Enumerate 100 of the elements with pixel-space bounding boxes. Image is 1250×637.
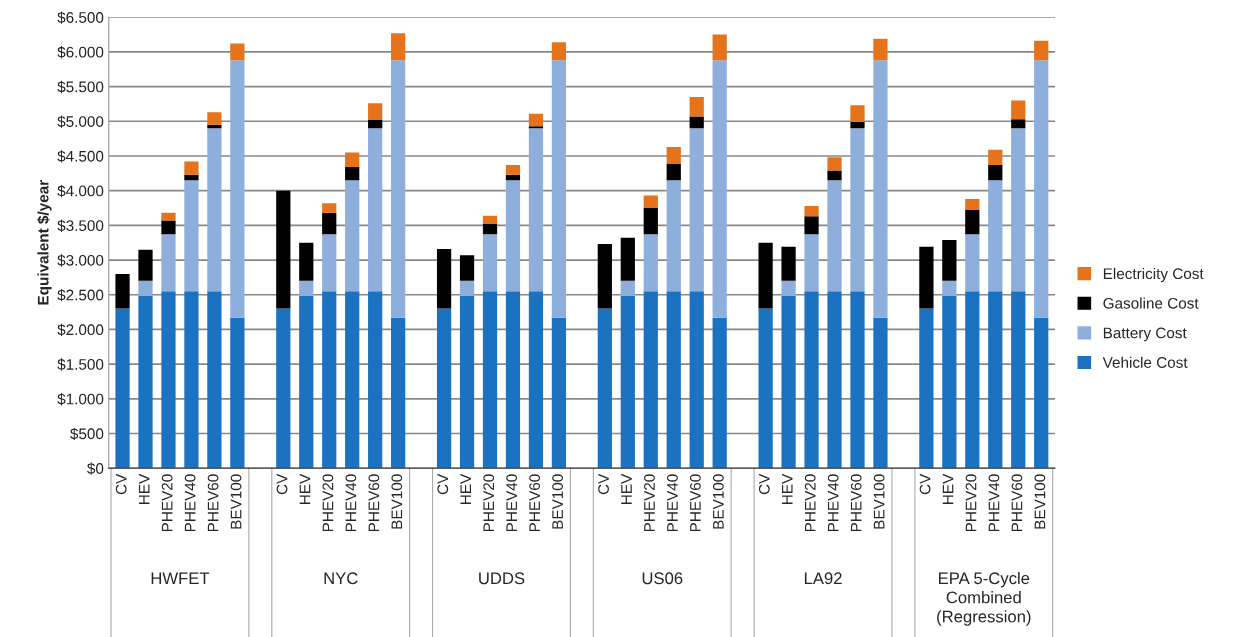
bar	[528, 128, 544, 292]
bar	[666, 163, 681, 181]
x-tick-label: CV	[758, 473, 770, 495]
x-tick-label: HEV	[299, 473, 311, 504]
x-tick-label: BEV100	[873, 474, 885, 529]
bar	[850, 105, 865, 122]
x-tick-label: CV	[115, 473, 127, 495]
bar	[138, 296, 153, 469]
bar	[368, 119, 383, 129]
y-tick-label: $0	[87, 462, 104, 475]
y-tick-label: $3.500	[57, 219, 104, 232]
bar	[643, 234, 658, 292]
bar	[643, 195, 658, 208]
x-tick-label: PHEV20	[322, 474, 334, 532]
bar	[345, 180, 360, 292]
bar	[207, 124, 222, 129]
y-tick-label: $3.000	[57, 254, 104, 267]
bar	[689, 96, 704, 117]
x-tick-label: PHEV40	[184, 474, 196, 532]
bar	[138, 280, 153, 297]
bar	[1034, 40, 1049, 61]
bar	[207, 291, 222, 469]
x-tick-label: PHEV60	[368, 474, 380, 532]
x-tick-label: PHEV20	[644, 474, 655, 532]
bar	[276, 308, 291, 469]
bar	[161, 234, 176, 292]
x-tick-label: PHEV20	[804, 474, 816, 532]
bar	[712, 60, 727, 318]
bar	[689, 291, 704, 469]
x-tick-label: PHEV40	[827, 474, 839, 532]
bar	[988, 291, 1003, 469]
x-tick-label: PHEV60	[529, 474, 541, 532]
bar	[919, 308, 934, 469]
bar	[1011, 100, 1026, 120]
bar	[666, 146, 681, 164]
x-tick-label: PHEV60	[850, 474, 862, 532]
bar	[322, 203, 337, 213]
bar	[643, 208, 658, 235]
y-tick-label: $500	[70, 427, 104, 441]
x-tick-label: CV	[276, 473, 288, 495]
bar	[827, 157, 842, 171]
bar	[643, 291, 658, 469]
x-tick-label: PHEV60	[689, 474, 701, 532]
bar	[919, 246, 934, 309]
legend-label: Battery Cost	[1103, 327, 1187, 342]
legend-label: Electricity Cost	[1103, 267, 1204, 283]
bar	[528, 113, 544, 127]
bar	[184, 161, 199, 175]
bar	[368, 128, 383, 292]
bar	[184, 180, 199, 292]
bar	[230, 43, 245, 61]
y-tick-label: $5.500	[57, 80, 104, 94]
bar	[1011, 128, 1026, 292]
x-tick-label: PHEV60	[1011, 474, 1023, 532]
bar	[161, 220, 176, 235]
bar	[345, 152, 360, 168]
x-tick-label: HEV	[621, 473, 632, 504]
text: UDDS	[479, 572, 525, 585]
bar	[965, 234, 980, 292]
bar	[115, 273, 130, 309]
bar	[850, 128, 865, 292]
text: HWFET	[151, 572, 210, 584]
bar	[781, 280, 796, 297]
x-tick-label: HEV	[138, 473, 150, 504]
bar	[781, 246, 796, 281]
bar	[391, 317, 406, 469]
y-tick-label: $2.000	[57, 323, 104, 337]
bar	[482, 234, 498, 292]
bar	[368, 291, 383, 469]
bar	[850, 121, 865, 129]
x-tick-label: HEV	[460, 473, 471, 504]
bar	[942, 280, 957, 297]
bar	[758, 242, 773, 309]
x-tick-label: PHEV40	[345, 474, 357, 532]
bar	[804, 291, 819, 469]
bar	[689, 116, 704, 129]
x-tick-label: BEV100	[552, 474, 564, 529]
bar	[712, 317, 727, 469]
bar	[528, 126, 544, 129]
bar	[391, 33, 406, 61]
bar	[827, 170, 842, 181]
bar	[482, 291, 498, 469]
bar	[505, 291, 521, 469]
bar	[942, 296, 957, 469]
x-tick-label: PHEV20	[161, 474, 173, 532]
x-tick-label: CV	[598, 473, 609, 495]
text: LA92	[804, 572, 842, 585]
bar	[322, 212, 337, 235]
bar	[965, 210, 980, 235]
bar	[138, 249, 153, 281]
bar	[850, 291, 865, 469]
bar	[1034, 60, 1049, 318]
bar	[666, 291, 681, 469]
bar	[436, 308, 452, 469]
bar	[299, 242, 314, 281]
bar	[666, 180, 681, 292]
bar	[942, 239, 957, 281]
y-tick-label: $4.000	[57, 184, 104, 198]
bar	[597, 244, 612, 309]
bar	[988, 180, 1003, 292]
